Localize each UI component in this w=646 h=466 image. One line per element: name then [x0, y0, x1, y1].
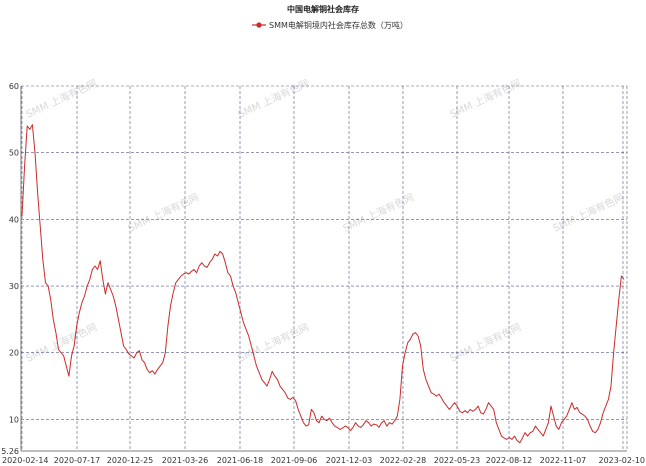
x-tick-label: 2021-09-06	[271, 456, 318, 465]
legend[interactable]: SMM电解铜境内社会库存总数（万吨）	[252, 20, 408, 30]
legend-dot-marker	[256, 22, 262, 28]
x-tick-label: 2020-12-25	[107, 456, 154, 465]
x-tick-label: 2021-12-03	[326, 456, 373, 465]
y-tick-label: 60	[9, 82, 19, 91]
legend-series-label: SMM电解铜境内社会库存总数（万吨）	[269, 20, 408, 30]
y-tick-label: 30	[9, 282, 19, 291]
watermark-text: SMM 上海有色网	[24, 320, 99, 364]
watermark-text: SMM 上海有色网	[126, 190, 201, 234]
x-tick-label: 2023-02-10	[599, 456, 646, 465]
x-tick-label: 2020-02-14	[2, 456, 49, 465]
watermark-text: SMM 上海有色网	[551, 190, 626, 234]
x-tick-label: 2022-11-07	[540, 456, 587, 465]
x-axis-ticks: 2020-02-14 2020-07-17 2020-12-25 2021-03-26…	[2, 456, 645, 465]
grid	[21, 85, 627, 451]
watermark-text: SMM 上海有色网	[24, 76, 99, 120]
series-layer	[21, 124, 625, 444]
watermark-text: SMM 上海有色网	[236, 320, 311, 364]
x-tick-label: 2022-02-28	[380, 456, 427, 465]
x-tick-label: 2021-06-18	[217, 456, 264, 465]
x-tick-label: 2022-08-12	[486, 456, 533, 465]
y-tick-label: 20	[9, 349, 19, 358]
x-tick-label: 2021-03-26	[162, 456, 209, 465]
y-tick-label: 10	[9, 415, 19, 424]
y-tick-label: 5.26	[1, 447, 19, 456]
axes	[20, 86, 628, 452]
y-tick-label: 50	[9, 149, 19, 158]
y-axis-ticks: 60 50 40 30 20 10 5.26	[1, 82, 19, 456]
watermark-text: SMM 上海有色网	[448, 76, 523, 120]
watermark-layer: SMM 上海有色网 SMM 上海有色网 SMM 上海有色网 SMM 上海有色网 SMM …	[24, 76, 626, 364]
watermark-text: SMM 上海有色网	[448, 320, 523, 364]
x-tick-label: 2020-07-17	[54, 456, 101, 465]
x-tick-label: 2022-05-23	[434, 456, 481, 465]
chart-title: 中国电解铜社会库存	[287, 4, 359, 14]
series-line[interactable]	[21, 124, 625, 444]
watermark-text: SMM 上海有色网	[341, 190, 416, 234]
watermark-text: SMM 上海有色网	[236, 76, 311, 120]
y-tick-label: 40	[9, 215, 19, 224]
